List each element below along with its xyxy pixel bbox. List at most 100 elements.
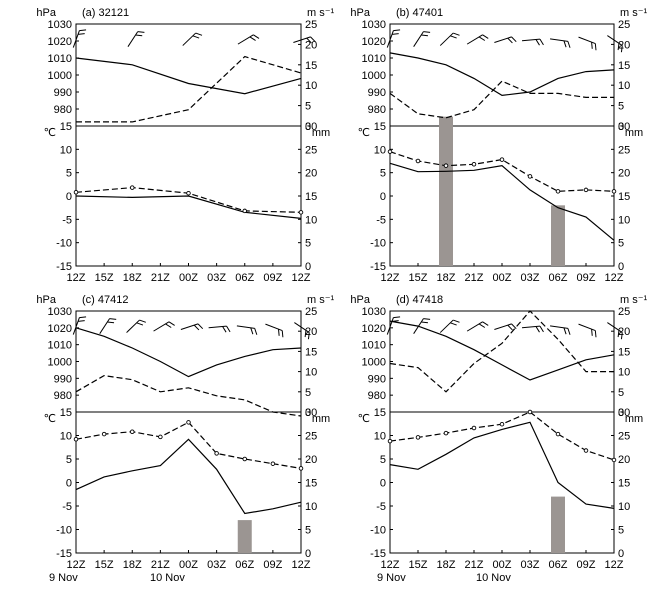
wind-barb-feather <box>539 325 544 333</box>
wind-barb-feather <box>79 29 87 32</box>
precipitation-unit-label: mm <box>625 127 643 139</box>
dewpoint-point <box>129 429 135 434</box>
wind-barb-feather <box>192 35 200 39</box>
wind-barb-feather <box>423 318 431 320</box>
wind-unit-label: m s⁻¹ <box>620 294 648 306</box>
wind-barb-feather <box>482 321 489 326</box>
wind-barb-feather <box>168 321 175 326</box>
wind-barb-icon <box>180 323 204 331</box>
wind-barb-feather <box>193 324 200 331</box>
wind-barb-staff <box>386 317 394 335</box>
wind-speed-line <box>75 374 302 417</box>
temperature-tick-label: 15 <box>374 121 386 133</box>
dewpoint-point <box>298 210 304 215</box>
temperature-tick-label: -15 <box>56 548 72 560</box>
dewpoint-point <box>186 420 191 425</box>
x-tick-label: 00Z <box>493 272 512 284</box>
pressure-tick-label: 990 <box>368 87 386 99</box>
dewpoint-point <box>471 425 477 431</box>
wind-barb-feather <box>137 31 145 33</box>
wind-barb-feather <box>222 326 227 333</box>
temperature-tick-label: -5 <box>376 501 386 513</box>
wind-barb-staff <box>494 36 512 43</box>
x-tick-label: 12Z <box>292 272 311 284</box>
wind-barb-feather <box>391 33 399 35</box>
x-tick-label: 18Z <box>123 272 142 284</box>
wind-barb-staff <box>237 34 254 45</box>
precipitation-unit-label: mm <box>312 413 330 425</box>
wind-barb-feather <box>594 330 597 338</box>
pressure-tick-label: 980 <box>368 104 386 116</box>
wind-barb-staff <box>494 323 512 330</box>
wind-barb-icon <box>293 36 316 44</box>
x-tick-label: 03Z <box>207 272 226 284</box>
temperature-unit-label: ℃ <box>358 127 370 139</box>
precipitation-tick-label: 20 <box>618 454 630 466</box>
wind-barb-feather <box>281 330 284 338</box>
dewpoint-point <box>555 431 561 437</box>
wind-barb-icon <box>265 323 284 338</box>
wind-barb-feather <box>77 33 85 35</box>
pressure-tick-label: 990 <box>368 373 386 385</box>
wind-barb-icon <box>607 322 623 340</box>
pressure-tick-label: 1020 <box>362 323 386 335</box>
wind-barb-staff <box>413 31 424 47</box>
wind-barb-feather <box>620 332 623 340</box>
dewpoint-point <box>214 451 219 456</box>
wind-barb-icon <box>607 35 623 53</box>
temperature-tick-label: 5 <box>66 168 72 180</box>
wind-barb-feather <box>507 37 513 44</box>
date-label-9nov-left: 9 Nov <box>49 572 78 584</box>
wind-barb-feather <box>511 323 517 330</box>
precipitation-tick-label: 20 <box>305 454 317 466</box>
precipitation-tick-label: 25 <box>305 431 317 443</box>
x-tick-label: 21Z <box>465 272 484 284</box>
panel-title: (a) 32121 <box>82 7 129 19</box>
dewpoint-point <box>298 466 304 471</box>
dewpoint-point <box>499 157 505 162</box>
wind-tick-label: 0 <box>618 121 624 133</box>
precipitation-tick-label: 30 <box>618 121 630 133</box>
x-tick-label: 03Z <box>521 272 540 284</box>
wind-barb-staff <box>182 32 197 46</box>
dewpoint-point <box>73 437 79 442</box>
pressure-tick-label: 1010 <box>48 340 72 352</box>
dewpoint-point <box>242 456 247 462</box>
wind-barb-feather <box>304 330 307 338</box>
wind-barb-icon <box>413 318 431 334</box>
wind-barb-staff <box>180 323 199 330</box>
pressure-tick-label: 1030 <box>48 306 72 318</box>
wind-tick-label: 0 <box>305 407 311 419</box>
x-tick-label: 06Z <box>549 272 568 284</box>
wind-tick-label: 15 <box>305 346 317 358</box>
wind-barb-staff <box>466 321 483 332</box>
wind-unit-label: m s⁻¹ <box>307 294 335 306</box>
wind-barb-icon <box>386 29 401 48</box>
wind-tick-label: 20 <box>618 326 630 338</box>
precipitation-unit-label: mm <box>625 413 643 425</box>
wind-tick-label: 5 <box>305 101 311 113</box>
precipitation-bar <box>551 205 565 266</box>
pressure-tick-label: 1020 <box>48 323 72 335</box>
dewpoint-point <box>129 185 135 190</box>
wind-tick-label: 0 <box>618 407 624 419</box>
precipitation-tick-label: 5 <box>618 525 624 537</box>
wind-tick-label: 0 <box>305 121 311 133</box>
wind-barb-feather <box>567 328 571 335</box>
wind-barb-feather <box>421 34 428 37</box>
wind-barb-icon <box>466 321 489 332</box>
precipitation-tick-label: 10 <box>305 214 317 226</box>
wind-barb-feather <box>421 321 428 324</box>
x-tick-label: 12Z <box>67 272 86 284</box>
panel-title: (c) 47412 <box>82 294 128 306</box>
x-tick-label: 18Z <box>123 559 142 571</box>
wind-barb-feather <box>195 32 203 36</box>
pressure-tick-label: 1030 <box>48 19 72 31</box>
wind-barb-staff <box>521 38 541 42</box>
wind-barb-feather <box>453 319 460 323</box>
x-tick-label: 06Z <box>235 559 254 571</box>
dewpoint-point <box>158 434 163 440</box>
